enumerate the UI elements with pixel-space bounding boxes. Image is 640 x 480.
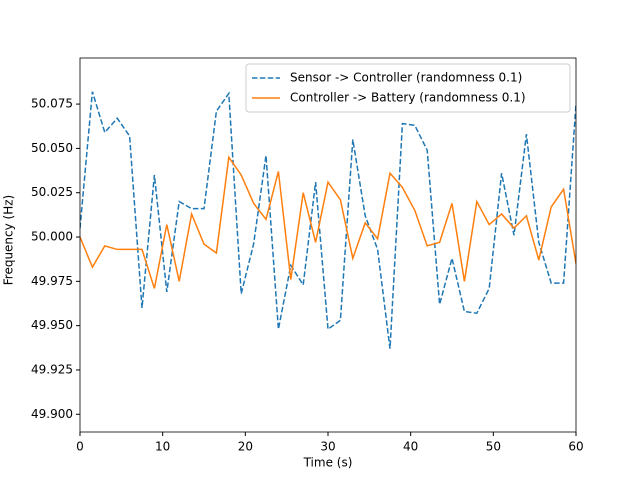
x-tick-label: 40 <box>403 440 418 454</box>
y-tick-label: 50.025 <box>31 185 73 199</box>
y-tick-label: 49.975 <box>31 274 73 288</box>
y-tick-label: 50.050 <box>31 141 73 155</box>
legend-label: Controller -> Battery (randomness 0.1) <box>290 91 526 105</box>
x-tick-label: 20 <box>238 440 253 454</box>
axes-frame <box>79 57 577 433</box>
x-tick-label: 30 <box>320 440 335 454</box>
y-tick-label: 50.075 <box>31 97 73 111</box>
data-line <box>80 155 576 289</box>
y-axis-label: Frequency (Hz) <box>2 195 16 286</box>
x-tick-label: 60 <box>568 440 583 454</box>
x-tick-label: 50 <box>486 440 501 454</box>
data-line <box>80 91 576 349</box>
y-tick-label: 49.925 <box>31 362 73 376</box>
x-tick-label: 10 <box>155 440 170 454</box>
legend-label: Sensor -> Controller (randomness 0.1) <box>290 71 522 85</box>
y-tick-label: 50.000 <box>31 230 73 244</box>
y-tick-label: 49.950 <box>31 318 73 332</box>
x-axis-label: Time (s) <box>303 456 353 470</box>
legend-box <box>245 63 571 113</box>
x-tick-label: 0 <box>76 440 84 454</box>
y-tick-label: 49.900 <box>31 407 73 421</box>
